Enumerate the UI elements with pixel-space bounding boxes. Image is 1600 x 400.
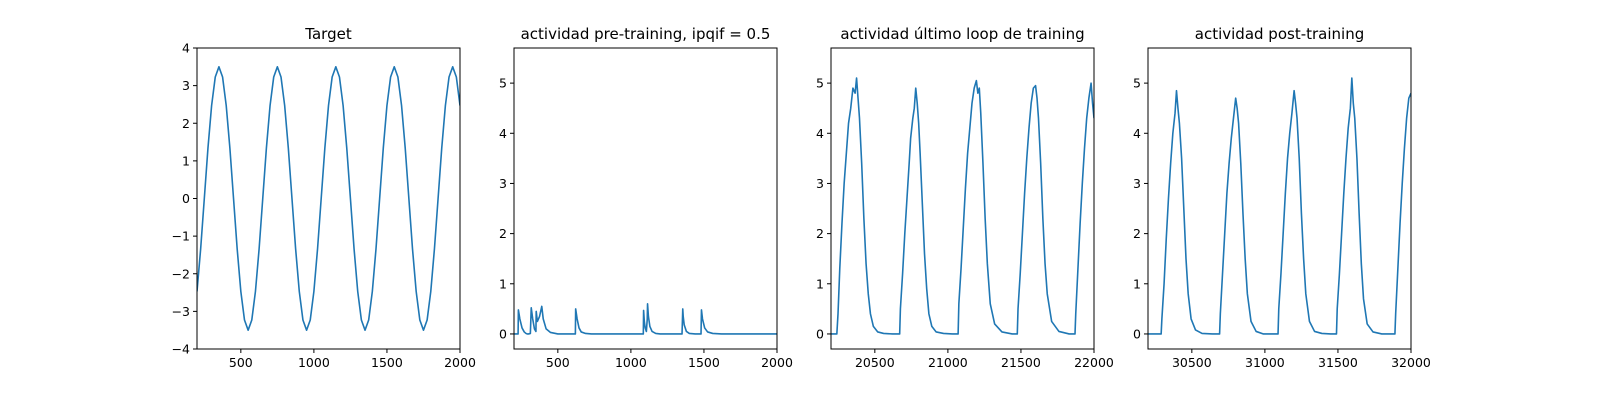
chart-title: actividad pre-training, ipqif = 0.5 <box>521 25 771 43</box>
y-tick-label: 0 <box>816 326 824 341</box>
y-tick-label: 1 <box>1133 276 1141 291</box>
x-tick-label: 32000 <box>1391 355 1431 370</box>
axes-frame <box>196 47 461 350</box>
y-tick-label: 5 <box>499 76 507 91</box>
series-line <box>197 66 460 331</box>
chart-title: actividad post-training <box>1195 25 1364 43</box>
subplot-target: 500 1000 1500 2000 −4 −3 −2 −1 0 1 2 3 4 Target <box>172 25 476 370</box>
series-line <box>831 77 1094 335</box>
y-tick-label: 2 <box>1133 226 1141 241</box>
x-tick-label: 1500 <box>688 355 720 370</box>
y-tick-label: 4 <box>816 126 824 141</box>
axes-frame <box>1147 47 1412 350</box>
y-tick-label: −1 <box>172 229 190 244</box>
chart-title: actividad último loop de training <box>840 25 1084 43</box>
y-tick-label: 3 <box>499 176 507 191</box>
x-tick-label: 1500 <box>371 355 403 370</box>
y-tick-label: 0 <box>1133 326 1141 341</box>
y-tick-label: −3 <box>172 304 190 319</box>
y-tick-label: 2 <box>816 226 824 241</box>
y-tick-label: 4 <box>1133 126 1141 141</box>
x-tick-label: 21500 <box>1001 355 1041 370</box>
y-tick-label: 0 <box>499 326 507 341</box>
y-tick-label: 3 <box>182 78 190 93</box>
subplot-pre-training: 500 1000 1500 2000 0 1 2 3 4 5 actividad pre-train… <box>499 25 793 370</box>
y-tick-label: −4 <box>172 342 190 357</box>
x-tick-label: 500 <box>229 355 253 370</box>
x-tick-label: 30500 <box>1172 355 1212 370</box>
x-tick-label: 1000 <box>298 355 330 370</box>
x-tick-label: 31500 <box>1318 355 1358 370</box>
chart-title: Target <box>304 25 352 43</box>
x-tick-label: 500 <box>546 355 570 370</box>
x-tick-label: 2000 <box>444 355 476 370</box>
x-tick-label: 2000 <box>761 355 793 370</box>
y-tick-label: 5 <box>1133 76 1141 91</box>
axes-frame <box>830 47 1095 350</box>
x-tick-label: 20500 <box>855 355 895 370</box>
y-tick-label: 4 <box>182 41 190 56</box>
x-tick-label: 1000 <box>615 355 647 370</box>
y-tick-label: 2 <box>182 116 190 131</box>
y-tick-label: 3 <box>816 176 824 191</box>
axes-frame <box>513 47 778 350</box>
y-tick-label: −2 <box>172 266 190 281</box>
y-tick-label: 1 <box>816 276 824 291</box>
y-tick-label: 0 <box>182 191 190 206</box>
subplot-post-training: 30500 31000 31500 32000 0 1 2 3 4 5 actividad post… <box>1133 25 1431 370</box>
series-line <box>1148 77 1411 335</box>
series-line <box>514 303 777 335</box>
x-tick-label: 31000 <box>1245 355 1285 370</box>
x-tick-label: 22000 <box>1074 355 1114 370</box>
y-tick-label: 1 <box>182 153 190 168</box>
y-tick-label: 2 <box>499 226 507 241</box>
y-tick-label: 4 <box>499 126 507 141</box>
y-tick-label: 3 <box>1133 176 1141 191</box>
subplot-last-training-loop: 20500 21000 21500 22000 0 1 2 3 4 5 actividad últi… <box>816 25 1114 370</box>
y-tick-label: 1 <box>499 276 507 291</box>
x-tick-label: 21000 <box>928 355 968 370</box>
y-tick-label: 5 <box>816 76 824 91</box>
